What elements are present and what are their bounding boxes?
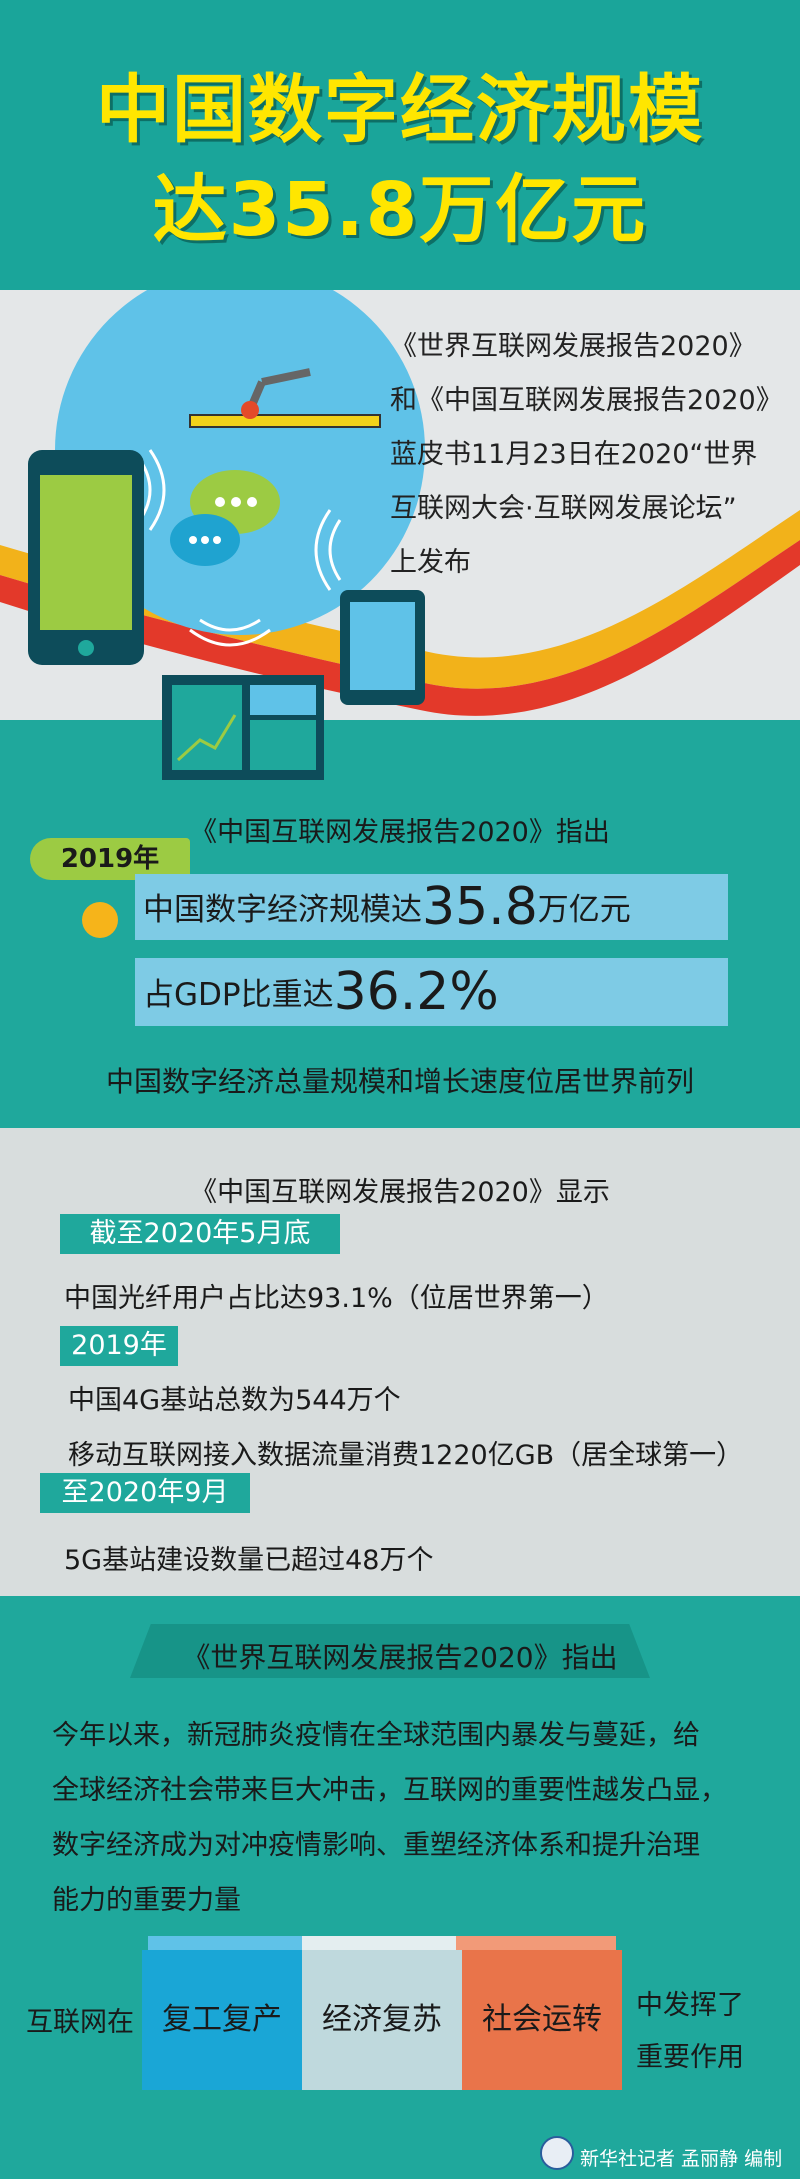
- scale-prefix: 中国数字经济规模达: [143, 892, 422, 928]
- paragraph-line: 今年以来，新冠肺炎疫情在全球范围内暴发与蔓延，给: [52, 1720, 700, 1751]
- digital-devices-illustration: [0, 290, 800, 780]
- box-social-operation: 社会运转: [462, 1950, 622, 2090]
- world-report-heading: 《世界互联网发展报告2020》指出: [182, 1641, 618, 1674]
- gdp-prefix: 占GDP比重达: [143, 977, 334, 1013]
- fiber-stat: 中国光纤用户占比达93.1%（位居世界第一）: [64, 1283, 609, 1314]
- role-label-line: 重要作用: [636, 2042, 744, 2073]
- bullet-dot: [82, 902, 118, 938]
- intro-line: 上发布: [390, 547, 471, 578]
- smartphone-icon: [28, 450, 144, 665]
- intro-line: 《世界互联网发展报告2020》: [390, 331, 756, 362]
- scale-suffix: 万亿元: [537, 892, 631, 928]
- internet-label: 互联网在: [26, 2007, 134, 2038]
- 5g-stat: 5G基站建设数量已超过48万个: [64, 1545, 434, 1576]
- gdp-bar: 占GDP比重达36.2%: [135, 958, 728, 1026]
- box-economic-recovery: 经济复苏: [302, 1950, 462, 2090]
- gdp-value: 36.2%: [333, 962, 499, 1022]
- page-title-line2: 达35.8万亿元: [152, 167, 648, 253]
- date-tag-sept-2020: 至2020年9月: [40, 1473, 250, 1513]
- paragraph-line: 数字经济成为对冲疫情影响、重塑经济体系和提升治理: [52, 1830, 700, 1861]
- role-label: 中发挥了 重要作用: [636, 1980, 744, 2084]
- monitor-icon: [162, 675, 324, 780]
- tablet-icon: [340, 590, 425, 705]
- world-report-section: 《世界互联网发展报告2020》指出 今年以来，新冠肺炎疫情在全球范围内暴发与蔓延…: [0, 1596, 800, 2179]
- intro-line: 蓝皮书11月23日在2020“世界: [390, 439, 758, 470]
- date-tag-2019: 2019年: [60, 1326, 178, 1366]
- xinhua-logo-icon: [540, 2136, 574, 2170]
- paragraph-line: 能力的重要力量: [52, 1885, 241, 1916]
- report-heading: 《中国互联网发展报告2020》显示: [190, 1177, 610, 1208]
- box-resume-production: 复工复产: [142, 1950, 302, 2090]
- globe-circle: [55, 290, 425, 635]
- intro-line: 和《中国互联网发展报告2020》: [390, 385, 783, 416]
- intro-line: 互联网大会·互联网发展论坛”: [390, 493, 737, 524]
- scale-bar: 中国数字经济规模达35.8万亿元: [135, 874, 728, 940]
- intro-text: 《世界互联网发展报告2020》 和《中国互联网发展报告2020》 蓝皮书11月2…: [390, 320, 800, 590]
- scale-value: 35.8: [422, 877, 538, 937]
- world-report-paragraph: 今年以来，新冠肺炎疫情在全球范围内暴发与蔓延，给 全球经济社会带来巨大冲击，互联…: [52, 1708, 772, 1928]
- robot-arm-icon: [189, 368, 381, 428]
- 4g-stat: 中国4G基站总数为544万个: [68, 1385, 401, 1416]
- heading-ribbon: [130, 1624, 650, 1678]
- year-tag-2019: 2019年: [30, 838, 190, 880]
- paragraph-line: 全球经济社会带来巨大冲击，互联网的重要性越发凸显，: [52, 1775, 727, 1806]
- role-label-line: 中发挥了: [636, 1990, 744, 2021]
- box-top-decor: [456, 1936, 616, 1952]
- intro-section: 《世界互联网发展报告2020》 和《中国互联网发展报告2020》 蓝皮书11月2…: [0, 290, 800, 1128]
- page-title-line1: 中国数字经济规模: [96, 67, 704, 153]
- ranking-text: 中国数字经济总量规模和增长速度位居世界前列: [105, 1065, 694, 1098]
- traffic-stat: 移动互联网接入数据流量消费1220亿GB（居全球第一）: [68, 1440, 744, 1471]
- report-section: 《中国互联网发展报告2020》显示 截至2020年5月底 中国光纤用户占比达93…: [0, 1128, 800, 1596]
- report-pointer-heading: 《中国互联网发展报告2020》指出: [190, 817, 610, 848]
- credit-text: 新华社记者 孟丽静 编制: [580, 2148, 783, 2170]
- box-top-decor: [148, 1936, 308, 1952]
- header-banner: 中国数字经济规模 达35.8万亿元: [0, 0, 800, 290]
- date-tag-may-2020: 截至2020年5月底: [60, 1214, 340, 1254]
- box-top-decor: [302, 1936, 462, 1952]
